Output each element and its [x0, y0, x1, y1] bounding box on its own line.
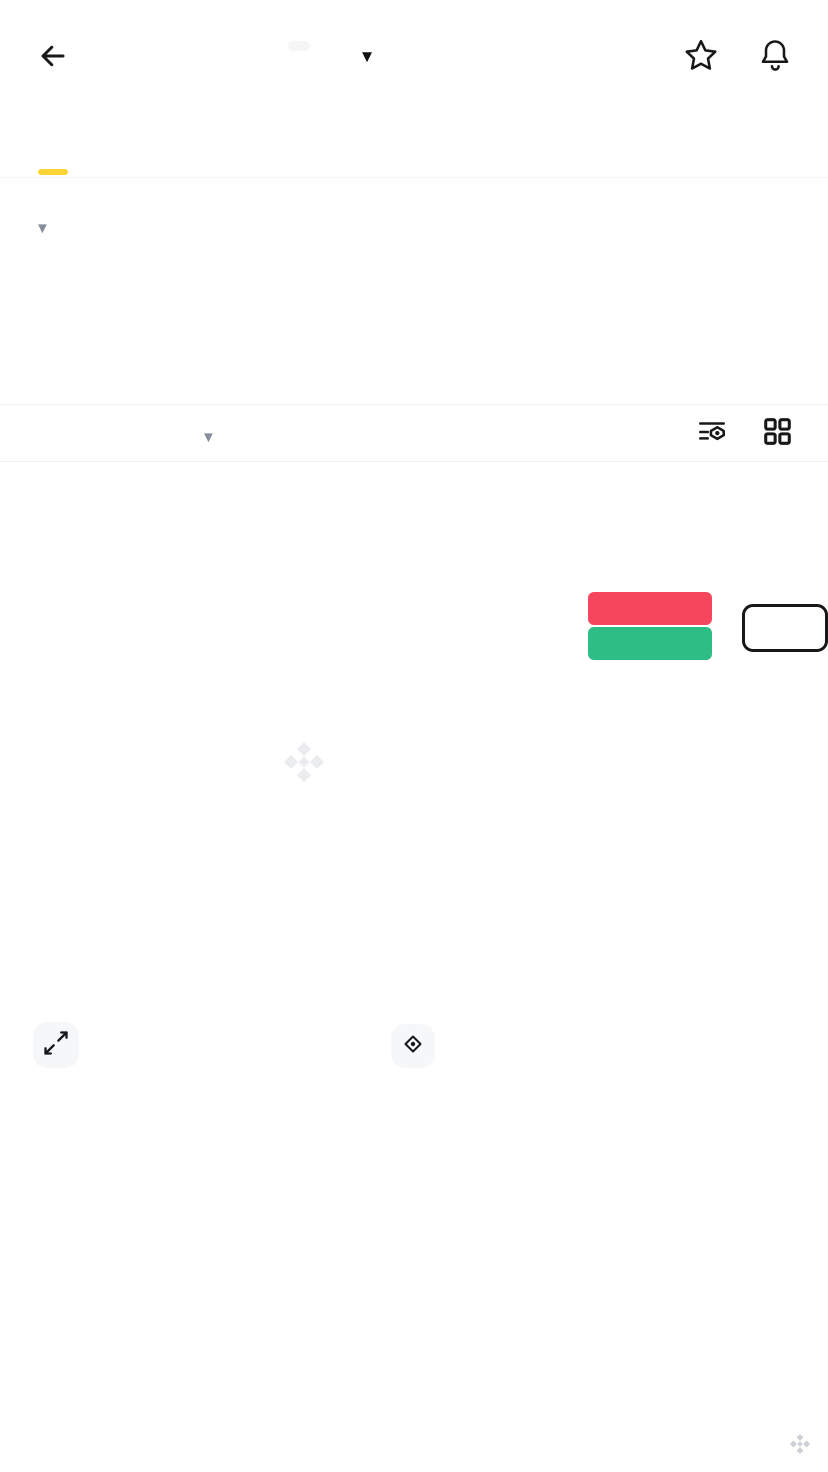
contract-type-badge — [288, 41, 310, 51]
visibility-button[interactable] — [391, 1024, 435, 1068]
credit-watermark — [788, 1432, 818, 1462]
caret-down-icon: ▼ — [35, 220, 50, 237]
back-arrow-icon — [36, 41, 70, 76]
layout-grid-button[interactable] — [758, 415, 796, 453]
binance-diamond-icon — [788, 1432, 812, 1462]
symbol-dropdown-button[interactable]: ▼ — [354, 44, 380, 70]
expand-icon — [42, 1029, 70, 1062]
ask-price-badge[interactable] — [588, 592, 712, 625]
bell-icon — [757, 37, 793, 78]
binance-logo-icon — [280, 738, 328, 791]
fullscreen-button[interactable] — [33, 1022, 79, 1068]
current-change-pill — [742, 604, 828, 652]
tabs-divider — [0, 177, 828, 178]
timeframe-more[interactable]: ▼ — [195, 418, 216, 449]
indicator-settings-icon — [695, 415, 729, 454]
timeframe-toolbar: ▼ — [35, 418, 328, 449]
toolbar-divider-bottom — [0, 461, 828, 462]
favorite-button[interactable] — [682, 38, 720, 76]
active-tab-underline — [38, 169, 68, 175]
indicator-settings-button[interactable] — [692, 414, 732, 454]
binance-watermark — [280, 738, 340, 791]
back-button[interactable] — [32, 38, 74, 78]
star-icon — [683, 37, 719, 78]
toolbar-divider-top — [0, 404, 828, 405]
mark-price-row — [35, 342, 45, 371]
caret-down-icon: ▼ — [201, 429, 216, 446]
bid-price-badge[interactable] — [588, 627, 712, 660]
latest-price-label[interactable]: ▼ — [35, 212, 50, 239]
grid-icon — [761, 415, 794, 453]
notifications-button[interactable] — [756, 38, 794, 76]
eye-icon — [399, 1030, 427, 1063]
chevron-down-icon: ▼ — [358, 47, 376, 66]
